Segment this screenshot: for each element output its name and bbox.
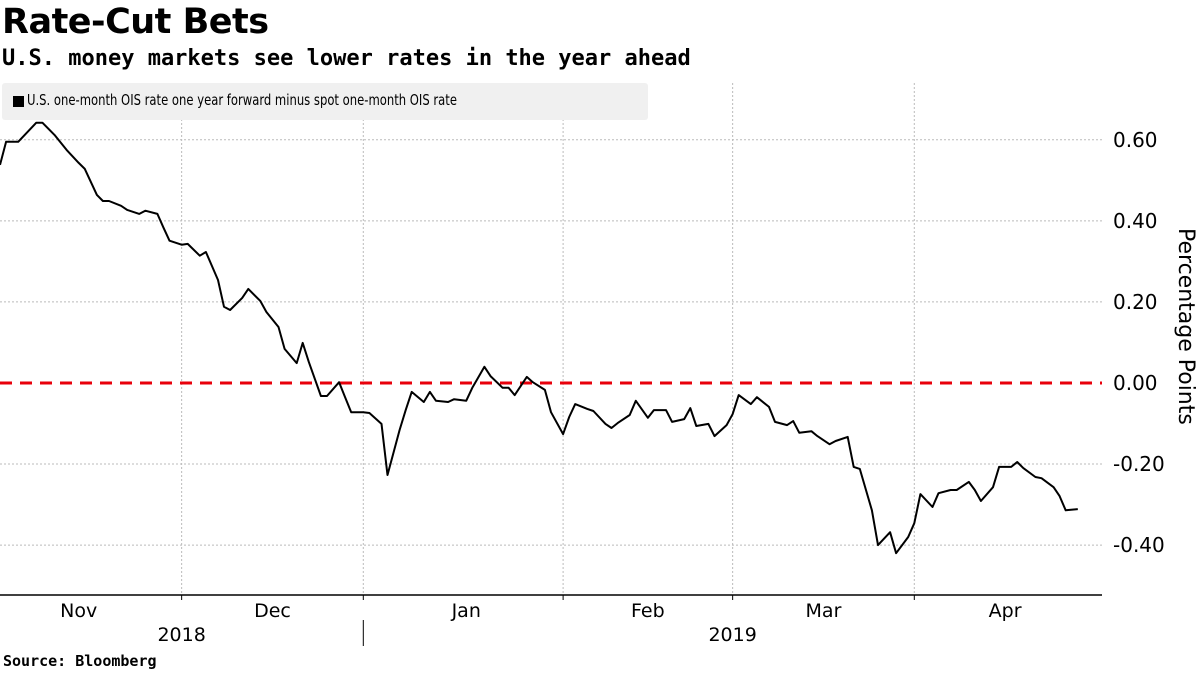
x-month-label: Dec: [254, 600, 291, 622]
y-gridlines: [0, 139, 1102, 546]
y-tick-label: 0.60: [1113, 128, 1158, 152]
y-tick-label: 0.00: [1113, 371, 1158, 395]
x-tick-labels: Nov Dec Jan Feb Mar Apr 2018 2019: [60, 600, 1022, 646]
x-month-label: Jan: [451, 600, 481, 622]
series-line: [0, 121, 1078, 555]
chart-subtitle: U.S. money markets see lower rates in th…: [2, 46, 691, 71]
x-month-label: Apr: [989, 600, 1022, 622]
x-axis-group: [0, 594, 1102, 600]
x-month-label: Feb: [631, 600, 665, 622]
x-gridlines: [181, 83, 915, 595]
legend-label: U.S. one-month OIS rate one year forward…: [27, 91, 457, 109]
y-tick-label: 0.20: [1113, 290, 1158, 314]
chart-title: Rate-Cut Bets: [2, 2, 269, 42]
y-tick-label: -0.20: [1113, 452, 1165, 476]
legend: U.S. one-month OIS rate one year forward…: [2, 83, 648, 120]
y-axis-label: Percentage Points: [1173, 228, 1198, 425]
x-year-label: 2019: [708, 624, 756, 646]
y-tick-label: -0.40: [1113, 533, 1165, 557]
legend-swatch-icon: [13, 96, 24, 107]
y-tick-label: 0.40: [1113, 209, 1158, 233]
x-month-label: Mar: [806, 600, 842, 622]
x-month-label: Nov: [60, 600, 97, 622]
series-group: [0, 121, 1078, 555]
x-year-label: 2018: [157, 624, 205, 646]
y-tick-labels: 0.60 0.40 0.20 0.00 -0.20 -0.40: [1113, 128, 1165, 557]
source-note: Source: Bloomberg: [3, 652, 157, 670]
